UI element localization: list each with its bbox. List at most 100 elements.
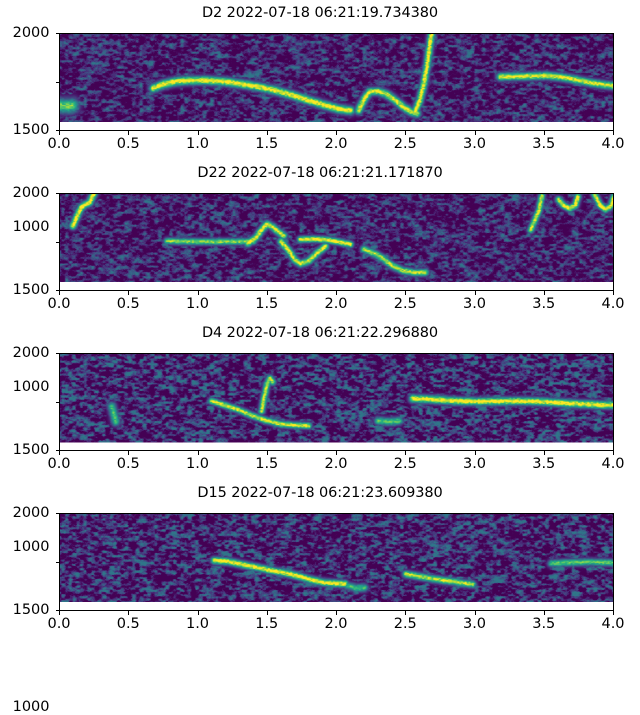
x-tick-label: 1.5	[255, 616, 279, 632]
x-tick-mark	[197, 451, 199, 455]
plot-axes[interactable]: 1000 1500 2000 0.0 0.5 1.0 1.5 2.0 2.5 3.0 3.5 4.0	[13, 346, 625, 554]
y-tick-mark: 2000	[13, 26, 59, 40]
x-tick-mark	[405, 131, 407, 135]
x-tick-mark	[613, 291, 614, 295]
x-tick-mark	[197, 131, 199, 135]
y-tick-label: 2000	[12, 184, 50, 201]
x-tick-label: 1.0	[185, 456, 210, 472]
x-tick-label: 2.5	[393, 616, 417, 632]
y-tick-label: 1500	[12, 281, 50, 298]
axis-spine-top	[59, 33, 614, 34]
spectrogram-canvas	[59, 353, 614, 450]
panel-title: D15 2022-07-18 06:21:23.609380	[197, 485, 443, 501]
y-tick-mark: 1500	[13, 241, 59, 297]
x-tick-mark	[543, 131, 545, 135]
y-tick-mark: 1000	[13, 290, 59, 394]
plot-axes[interactable]: 1000 1500 2000 0.0 0.5 1.0 1.5 2.0 2.5 3.0 3.5 4.0	[13, 26, 625, 234]
axis-spine-right	[613, 33, 614, 131]
x-tick-label: 0.5	[116, 296, 140, 312]
x-tick-label: 2.5	[393, 136, 417, 152]
x-tick-label: 0.0	[47, 136, 71, 152]
axis-spine-bottom	[59, 290, 614, 291]
x-tick-label: 0.5	[116, 136, 140, 152]
axis-spine-left	[59, 353, 60, 451]
panel-title: D2 2022-07-18 06:21:19.734380	[201, 5, 439, 21]
x-tick-mark	[543, 611, 545, 615]
x-tick-mark	[59, 451, 60, 455]
x-tick-mark	[59, 611, 60, 615]
y-tick-label: 1000	[12, 698, 50, 715]
x-tick-mark	[474, 131, 476, 135]
spectrogram-canvas	[59, 193, 614, 290]
axis-spine-right	[613, 193, 614, 291]
x-tick-mark	[59, 131, 60, 135]
x-tick-mark	[266, 451, 268, 455]
axis-spine-top	[59, 353, 614, 354]
y-tick-mark: 1500	[13, 81, 59, 137]
y-tick-label: 1000	[12, 218, 50, 235]
y-tick-label: 1000	[12, 378, 50, 395]
axis-spine-left	[59, 33, 60, 131]
x-tick-label: 0.0	[47, 456, 71, 472]
axis-spine-bottom	[59, 450, 614, 451]
x-tick-mark	[128, 131, 130, 135]
x-tick-label: 0.0	[47, 296, 71, 312]
x-tick-label: 3.0	[462, 456, 487, 472]
x-tick-mark	[543, 451, 545, 455]
x-tick-mark	[613, 131, 614, 135]
x-tick-mark	[405, 291, 407, 295]
x-tick-mark	[336, 611, 337, 615]
x-tick-mark	[336, 451, 337, 455]
y-tick-mark: 2000	[13, 186, 59, 200]
x-tick-mark	[474, 291, 476, 295]
spectrogram-panel-0: D2 2022-07-18 06:21:19.734380 1000 1500 20…	[0, 0, 640, 234]
y-tick-mark: 2000	[13, 506, 59, 520]
x-tick-mark	[613, 611, 614, 615]
plot-axes[interactable]: 1000 1500 2000 0.0 0.5 1.0 1.5 2.0 2.5 3.0 3.5 4.0	[13, 506, 625, 714]
y-tick-mark: 1500	[13, 401, 59, 457]
panel-title: D4 2022-07-18 06:21:22.296880	[201, 325, 439, 341]
x-tick-label: 3.5	[532, 296, 556, 312]
x-tick-mark	[266, 291, 268, 295]
axis-spine-left	[59, 513, 60, 611]
spectrogram-canvas	[59, 33, 614, 130]
x-tick-label: 1.5	[255, 456, 279, 472]
x-tick-label: 0.0	[47, 616, 71, 632]
x-tick-mark	[59, 291, 60, 295]
spectrogram-panel-2: D4 2022-07-18 06:21:22.296880 1000 1500 20…	[0, 320, 640, 554]
axis-spine-right	[613, 353, 614, 451]
x-tick-mark	[405, 451, 407, 455]
y-tick-mark: 1000	[13, 450, 59, 554]
x-tick-label: 1.0	[185, 616, 210, 632]
x-tick-label: 3.5	[532, 456, 556, 472]
axis-spine-top	[59, 193, 614, 194]
x-tick-mark	[405, 611, 407, 615]
y-tick-label: 1500	[12, 601, 50, 618]
x-tick-label: 2.0	[324, 136, 348, 152]
x-tick-label: 0.5	[116, 456, 140, 472]
y-tick-label: 1000	[12, 538, 50, 555]
x-tick-label: 3.0	[462, 616, 487, 632]
x-tick-mark	[266, 611, 268, 615]
axis-spine-bottom	[59, 610, 614, 611]
x-tick-mark	[128, 451, 130, 455]
x-tick-mark	[543, 291, 545, 295]
x-tick-label: 4.0	[601, 616, 625, 632]
plot-axes[interactable]: 1000 1500 2000 0.0 0.5 1.0 1.5 2.0 2.5 3.0 3.5 4.0	[13, 186, 625, 394]
x-tick-mark	[474, 611, 476, 615]
x-tick-mark	[197, 611, 199, 615]
x-tick-label: 3.0	[462, 296, 487, 312]
y-tick-label: 2000	[12, 24, 50, 41]
spectrogram-canvas	[59, 513, 614, 610]
x-tick-label: 1.0	[185, 136, 210, 152]
x-tick-label: 4.0	[601, 296, 625, 312]
x-tick-label: 3.5	[532, 136, 556, 152]
x-tick-mark	[128, 291, 130, 295]
panel-title: D22 2022-07-18 06:21:21.171870	[197, 165, 443, 181]
x-tick-label: 1.5	[255, 136, 279, 152]
y-tick-label: 1500	[12, 121, 50, 138]
x-tick-label: 1.5	[255, 296, 279, 312]
x-tick-mark	[336, 131, 337, 135]
x-tick-label: 2.5	[393, 456, 417, 472]
x-tick-label: 2.5	[393, 296, 417, 312]
